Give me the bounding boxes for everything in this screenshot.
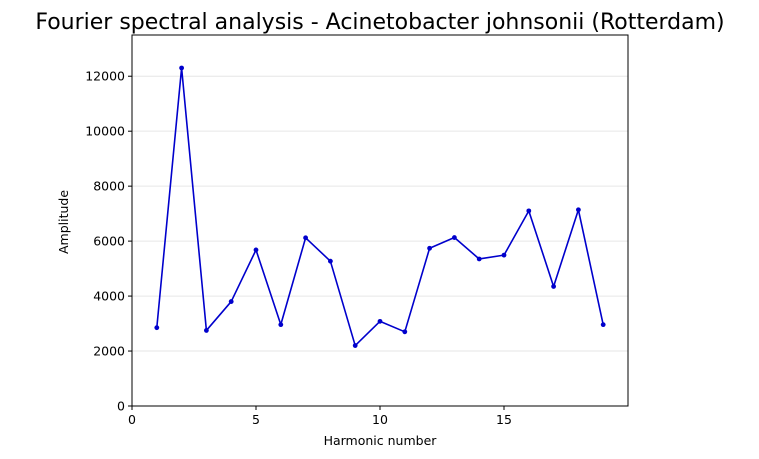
data-point	[278, 322, 284, 328]
data-point	[154, 325, 160, 331]
axis-ticks: 0 2000 4000 6000 8000 10000 12000 0 5 10 15	[85, 69, 512, 427]
y-tick-label: 6000	[93, 234, 125, 249]
y-tick-label: 4000	[93, 289, 125, 304]
data-point	[204, 328, 209, 333]
y-tick-label: 2000	[93, 344, 125, 359]
data-point	[600, 322, 606, 328]
plot-area-frame	[131, 34, 629, 407]
data-point	[402, 329, 408, 335]
data-point	[576, 207, 581, 213]
x-tick-label: 0	[128, 412, 136, 427]
grid-lines	[132, 75, 628, 352]
data-point	[452, 235, 457, 240]
x-tick-label: 10	[372, 412, 388, 427]
x-axis-label: Harmonic number	[324, 433, 438, 448]
data-point	[476, 256, 482, 262]
series-line	[156, 67, 604, 347]
y-axis-label: Amplitude	[56, 190, 71, 254]
data-point	[253, 247, 259, 253]
y-tick-label: 12000	[85, 69, 125, 84]
data-point	[377, 318, 383, 324]
y-tick-label: 0	[117, 399, 125, 414]
data-point	[328, 258, 333, 264]
data-point	[179, 65, 185, 71]
y-tick-label: 10000	[85, 124, 125, 139]
data-point	[303, 235, 308, 241]
data-point	[352, 343, 358, 348]
data-point	[427, 245, 432, 251]
x-tick-label: 5	[252, 412, 260, 427]
data-point	[526, 208, 532, 214]
data-point	[501, 252, 507, 258]
data-point	[228, 299, 234, 304]
data-series	[154, 65, 606, 348]
y-tick-label: 8000	[93, 179, 125, 194]
chart-title: Fourier spectral analysis - Acinetobacte…	[35, 10, 724, 35]
x-tick-label: 15	[496, 412, 512, 427]
data-point	[551, 284, 556, 289]
